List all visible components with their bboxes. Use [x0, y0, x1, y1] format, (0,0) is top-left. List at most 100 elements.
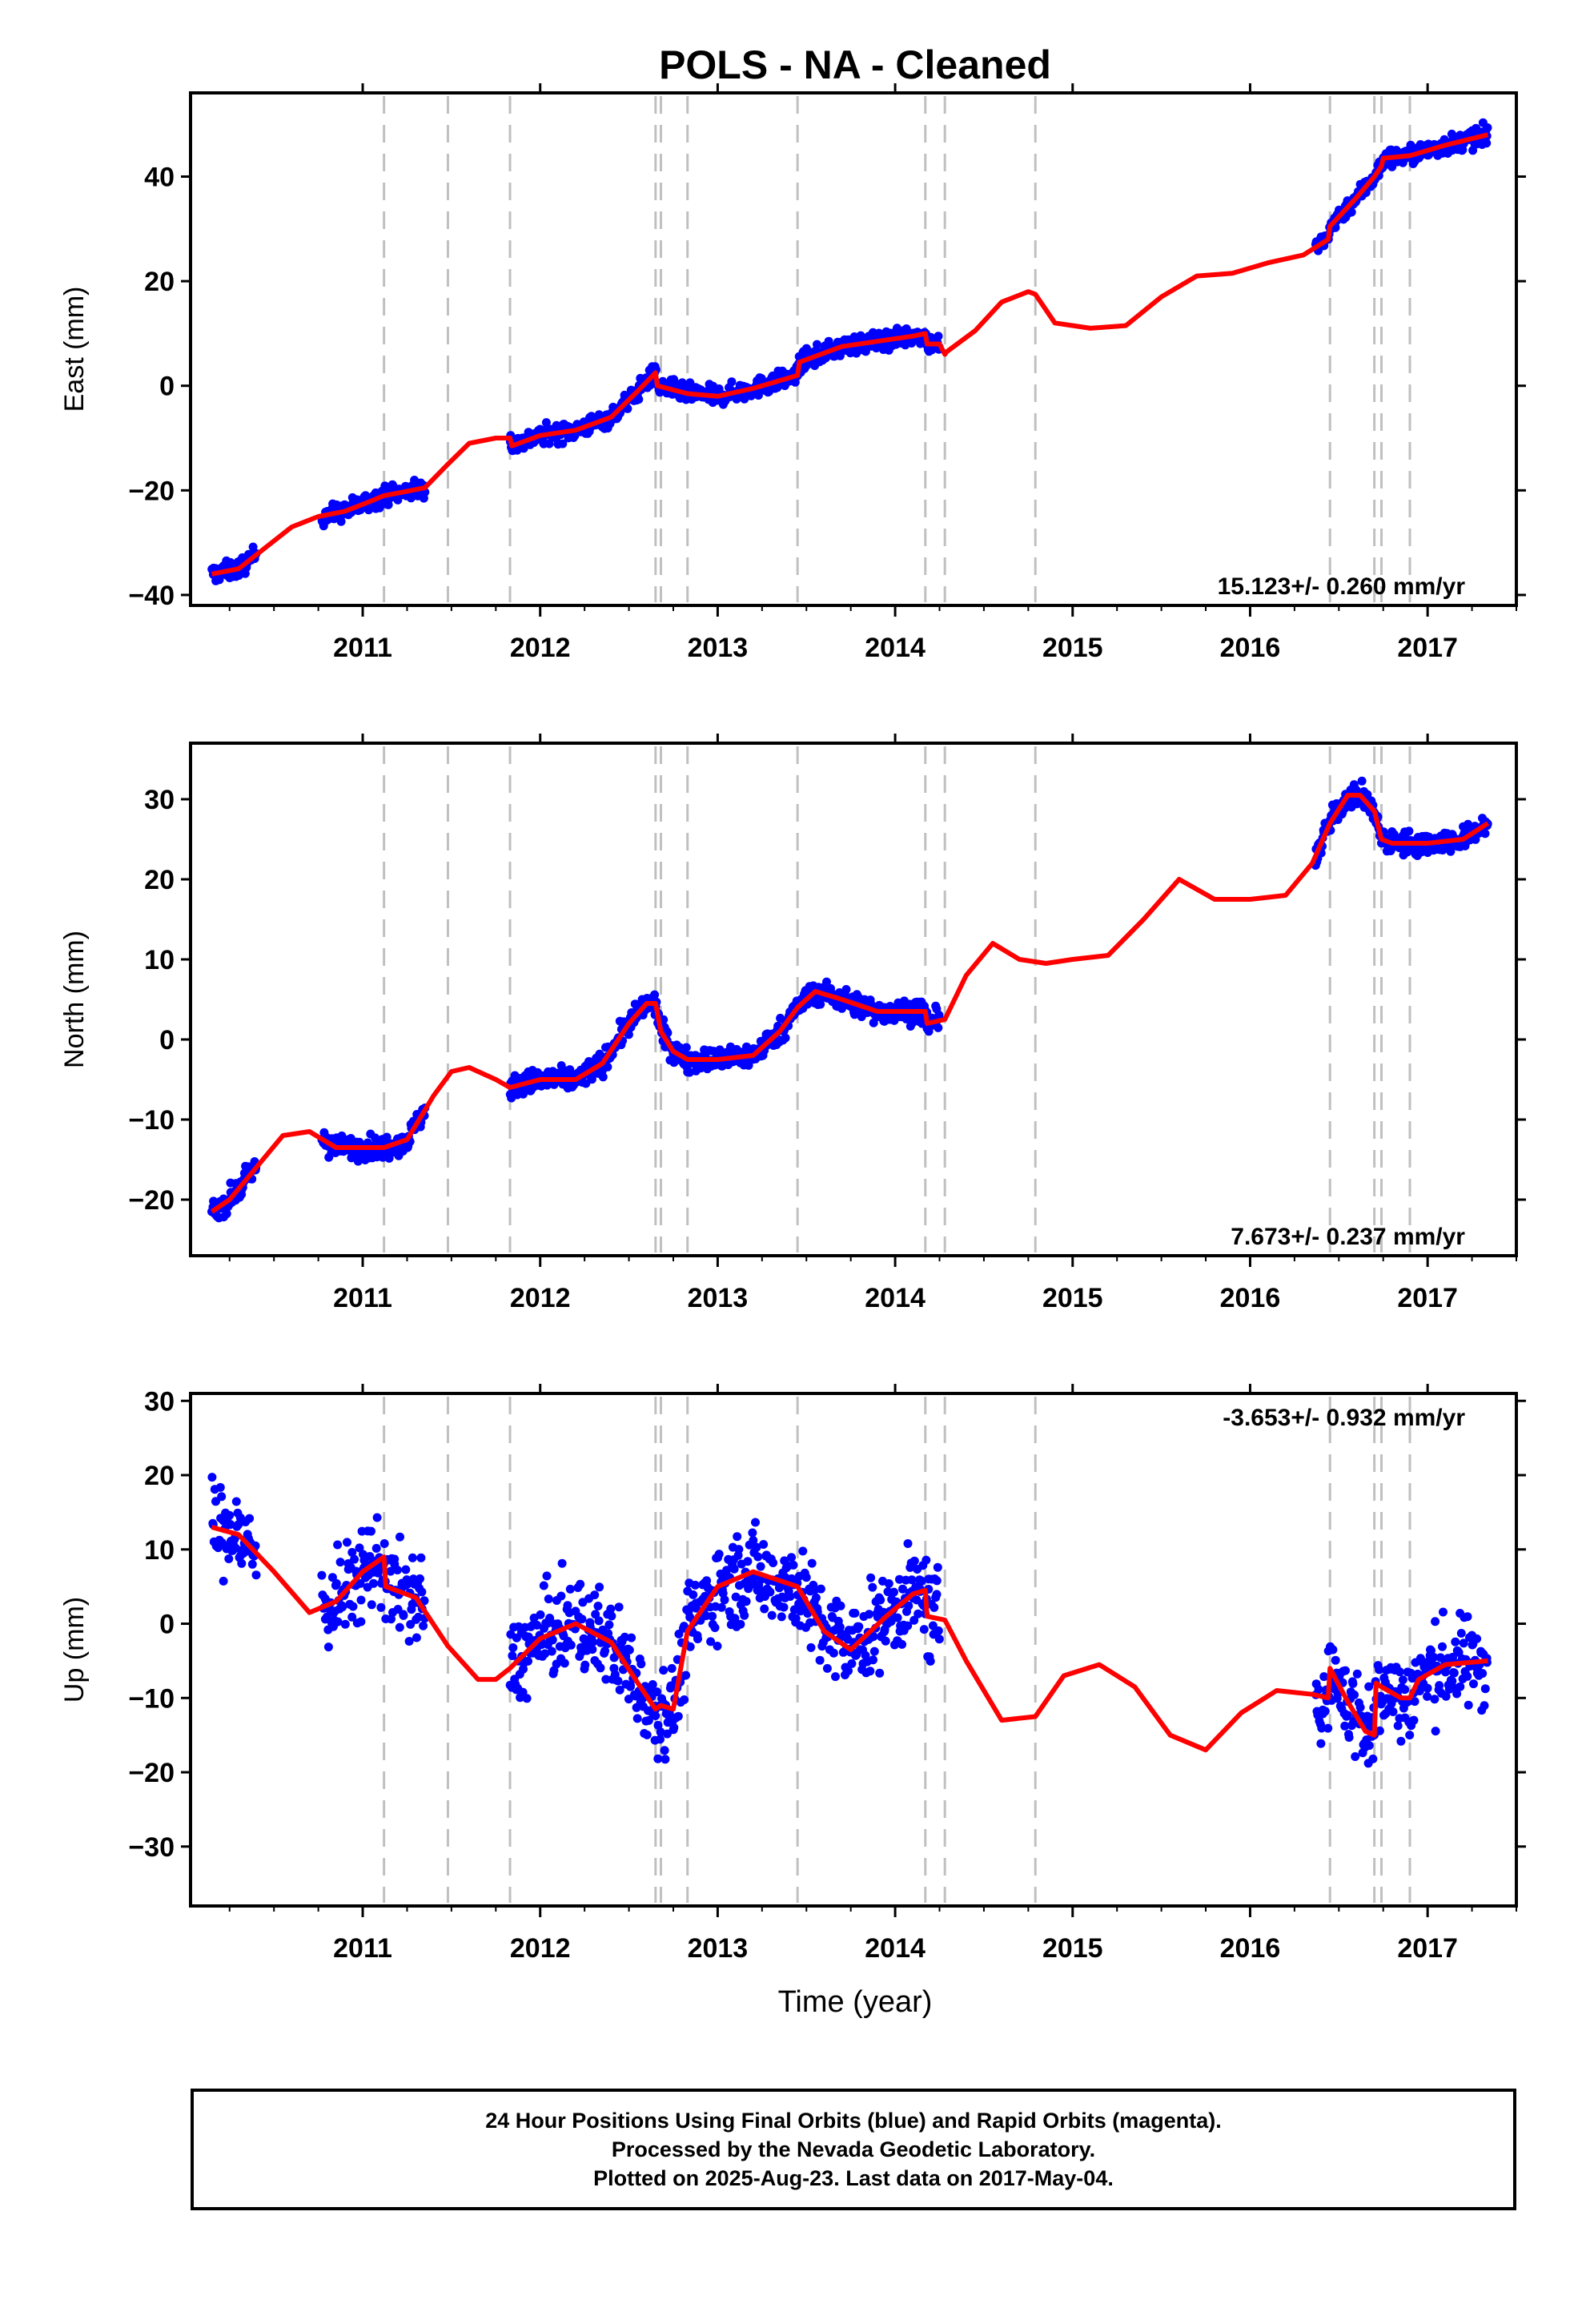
data-point — [1423, 1691, 1432, 1701]
rate-annotation: 7.673+/- 0.237 mm/yr — [1231, 1224, 1465, 1250]
data-point — [1341, 1666, 1350, 1675]
data-point — [576, 1579, 585, 1589]
x-axis-label: Time (year) — [778, 1985, 933, 2019]
panel-frame — [189, 742, 1518, 1257]
data-point — [231, 1497, 241, 1506]
y-tick-label: −30 — [128, 1832, 175, 1863]
data-point — [934, 1634, 944, 1644]
data-point — [532, 1620, 542, 1630]
y-tick-label: 40 — [144, 162, 175, 192]
data-point — [343, 1538, 351, 1547]
footer-line-2: Processed by the Nevada Geodetic Laborat… — [611, 2137, 1096, 2161]
data-point — [224, 1554, 234, 1563]
data-point — [336, 517, 346, 526]
y-tick-label: −10 — [128, 1683, 175, 1714]
scatter-points — [207, 1473, 1492, 1768]
x-tick-label: 2013 — [688, 1283, 749, 1313]
data-point — [590, 1590, 600, 1600]
data-point — [1400, 1685, 1410, 1695]
data-point — [544, 1594, 553, 1604]
y-tick-label: 30 — [144, 785, 175, 815]
data-point — [613, 1676, 623, 1686]
data-point — [801, 1573, 811, 1582]
data-point — [753, 1552, 763, 1562]
data-point — [607, 1611, 616, 1621]
data-point — [508, 1651, 517, 1660]
y-tick-label: 0 — [159, 1610, 175, 1640]
data-point — [1375, 1726, 1384, 1735]
data-point — [601, 1675, 611, 1684]
y-axis-label: Up (mm) — [59, 1597, 90, 1703]
data-point — [624, 1645, 634, 1655]
data-point — [753, 391, 763, 400]
data-point — [850, 1608, 860, 1618]
data-point — [333, 1617, 343, 1626]
data-point — [1415, 1687, 1424, 1695]
data-point — [759, 1540, 769, 1549]
model-line — [211, 1525, 1488, 1753]
data-point — [652, 1687, 661, 1697]
x-tick-label: 2012 — [510, 633, 571, 663]
data-point — [729, 1564, 739, 1574]
data-point — [642, 1730, 652, 1739]
data-point — [338, 1602, 347, 1612]
data-point — [1340, 1721, 1350, 1731]
data-point — [651, 1711, 661, 1720]
data-point — [921, 1555, 931, 1565]
data-point — [933, 1562, 942, 1572]
data-point — [1355, 1703, 1365, 1712]
data-point — [1480, 1701, 1489, 1711]
data-point — [1441, 1691, 1451, 1701]
y-tick-label: 0 — [159, 372, 175, 402]
data-point — [644, 1715, 653, 1725]
data-point — [889, 1587, 898, 1597]
data-point — [653, 1720, 663, 1730]
data-point — [932, 1590, 942, 1599]
data-point — [355, 1543, 364, 1553]
data-point — [733, 1532, 742, 1542]
data-point — [1347, 207, 1356, 217]
data-point — [627, 1633, 636, 1642]
data-point — [508, 1643, 518, 1652]
data-point — [917, 1576, 926, 1586]
data-point — [1343, 1711, 1352, 1720]
data-point — [865, 1610, 874, 1619]
data-point — [743, 1557, 753, 1566]
y-tick-label: 20 — [144, 1461, 175, 1491]
data-point — [1375, 1665, 1384, 1675]
x-tick-label: 2016 — [1220, 1283, 1281, 1313]
data-point — [379, 1539, 389, 1548]
data-point — [869, 1655, 877, 1665]
data-point — [720, 1595, 729, 1605]
data-point — [215, 1482, 225, 1492]
panel-east: −40 −20 0 20 40 2011 2012 2013 2014 2015 2016 2017 E… — [59, 83, 1526, 663]
data-point — [414, 1612, 423, 1622]
y-axis-label: North (mm) — [59, 931, 90, 1068]
data-point — [727, 377, 737, 387]
data-point — [251, 1570, 261, 1580]
data-point — [811, 1593, 821, 1602]
data-point — [806, 1642, 816, 1652]
data-point — [662, 1729, 672, 1739]
panel-up: −30 −20 −10 0 10 20 30 2011 2012 2013 2014 2015 2016… — [59, 1384, 1526, 1964]
data-point — [322, 1612, 331, 1622]
panel-north: −20 −10 0 10 20 30 2011 2012 2013 2014 2015 2016 201… — [59, 734, 1526, 1313]
x-tick-label: 2016 — [1220, 633, 1281, 663]
data-point — [333, 1540, 343, 1550]
data-point — [416, 1553, 426, 1562]
data-point — [396, 1532, 404, 1542]
data-point — [1423, 1683, 1432, 1693]
data-point — [522, 1694, 532, 1703]
data-point — [787, 1553, 796, 1562]
data-point — [417, 1587, 427, 1597]
data-point — [730, 1614, 740, 1623]
data-point — [749, 1536, 758, 1545]
x-tick-label: 2013 — [688, 1933, 749, 1964]
data-point — [831, 1672, 840, 1682]
data-point — [593, 1602, 603, 1610]
data-point — [1396, 1736, 1406, 1746]
y-tick-label: −20 — [128, 1758, 175, 1788]
data-point — [323, 1642, 333, 1652]
data-point — [219, 1576, 228, 1586]
data-point — [731, 1592, 741, 1602]
